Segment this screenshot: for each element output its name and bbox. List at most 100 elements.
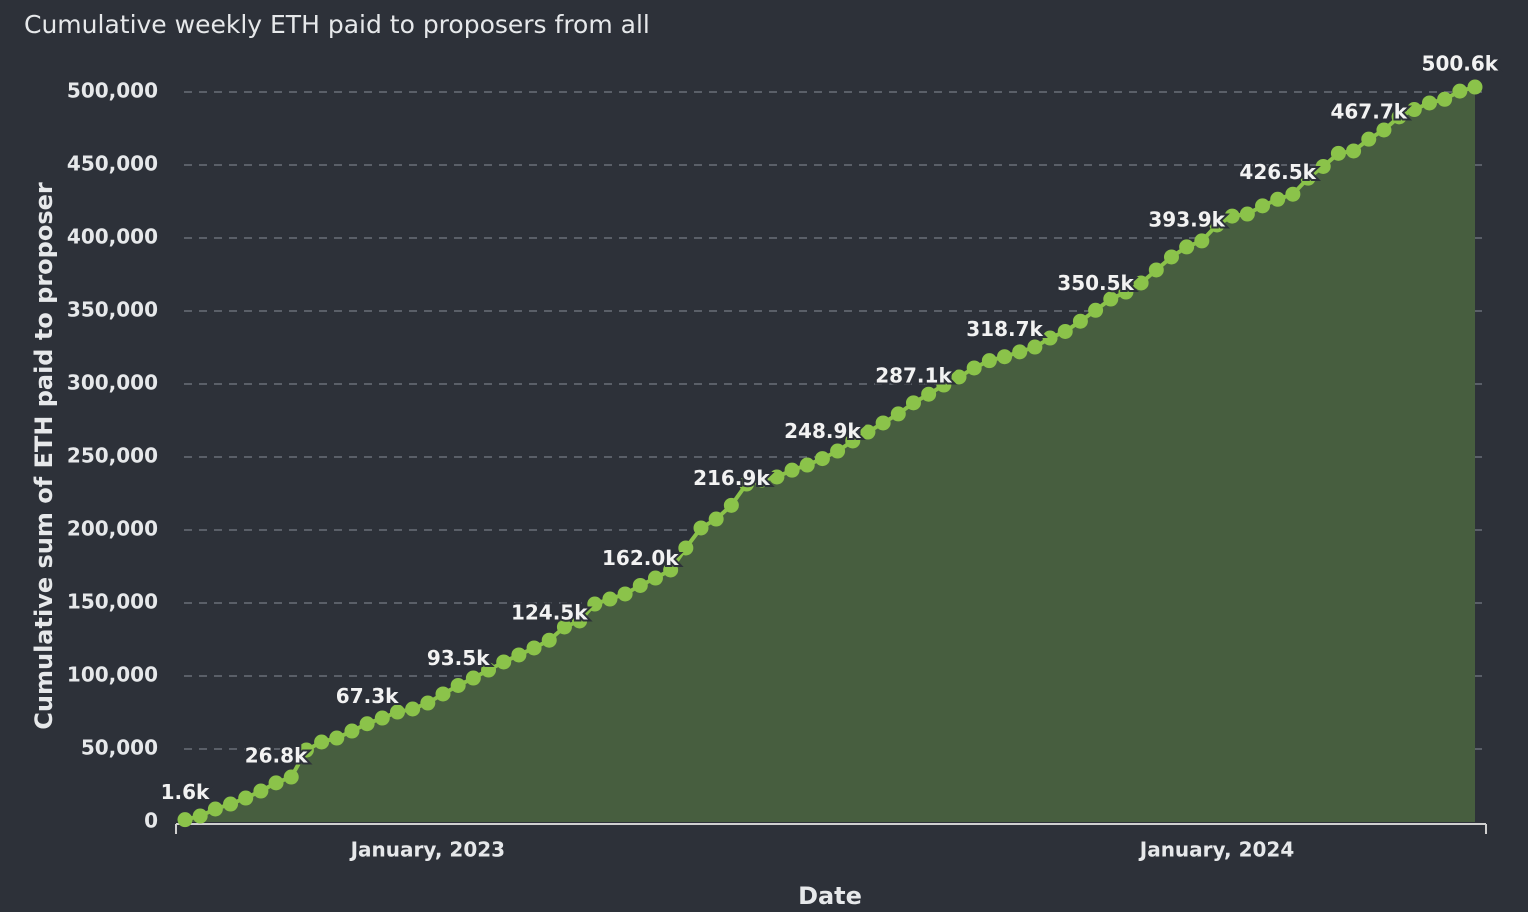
point bbox=[875, 415, 891, 431]
chart-title: Cumulative weekly ETH paid to proposers … bbox=[24, 10, 650, 39]
point bbox=[344, 723, 360, 739]
value-label: 500.6k bbox=[1422, 52, 1499, 76]
point bbox=[693, 520, 709, 536]
point bbox=[1133, 275, 1149, 291]
point bbox=[1255, 198, 1271, 214]
point bbox=[238, 790, 254, 806]
point bbox=[587, 596, 603, 612]
value-label: 393.9k bbox=[1148, 207, 1225, 231]
point bbox=[723, 497, 739, 513]
point bbox=[572, 613, 588, 629]
point bbox=[1209, 217, 1225, 233]
point bbox=[1027, 339, 1043, 355]
value-label: 67.3k bbox=[336, 684, 399, 708]
value-label: 248.9k bbox=[784, 419, 861, 443]
value-label: 26.8k bbox=[245, 743, 308, 767]
point bbox=[465, 670, 481, 686]
point bbox=[314, 734, 330, 750]
point bbox=[496, 654, 512, 670]
point bbox=[830, 443, 846, 459]
point bbox=[860, 424, 876, 440]
point bbox=[739, 476, 755, 492]
x-axis-label: Date bbox=[798, 882, 862, 910]
point bbox=[845, 433, 861, 449]
point bbox=[1194, 233, 1210, 249]
value-label: 318.7k bbox=[966, 317, 1043, 341]
point bbox=[1467, 79, 1483, 95]
point bbox=[541, 632, 557, 648]
point bbox=[253, 783, 269, 799]
point bbox=[389, 704, 405, 720]
point bbox=[663, 562, 679, 578]
point bbox=[359, 716, 375, 732]
value-label: 162.0k bbox=[602, 546, 679, 570]
point bbox=[1421, 95, 1437, 111]
point bbox=[374, 710, 390, 726]
value-label: 124.5k bbox=[511, 601, 588, 625]
value-label: 287.1k bbox=[875, 363, 952, 387]
point bbox=[1391, 109, 1407, 125]
point bbox=[1346, 143, 1362, 159]
y-axis-label: Cumulative sum of ETH paid to proposer bbox=[30, 182, 58, 730]
point bbox=[405, 701, 421, 717]
point bbox=[754, 472, 770, 488]
point bbox=[617, 586, 633, 602]
point bbox=[1224, 208, 1240, 224]
point bbox=[177, 812, 193, 828]
point bbox=[1270, 191, 1286, 207]
point bbox=[207, 801, 223, 817]
value-label: 93.5k bbox=[427, 646, 490, 670]
point bbox=[1406, 102, 1422, 118]
point bbox=[283, 769, 299, 785]
point bbox=[298, 742, 314, 758]
point bbox=[602, 591, 618, 607]
point bbox=[632, 577, 648, 593]
x-tick-label: January, 2023 bbox=[349, 838, 505, 862]
point bbox=[951, 369, 967, 385]
point bbox=[526, 640, 542, 656]
point bbox=[1376, 122, 1392, 138]
value-label: 426.5k bbox=[1239, 160, 1316, 184]
point bbox=[556, 619, 572, 635]
point bbox=[1330, 145, 1346, 161]
point bbox=[1285, 186, 1301, 202]
value-label: 1.6k bbox=[161, 780, 210, 804]
point bbox=[997, 349, 1013, 365]
point bbox=[678, 540, 694, 556]
point bbox=[420, 695, 436, 711]
point bbox=[1437, 91, 1453, 107]
y-tick-label: 250,000 bbox=[67, 444, 158, 468]
point bbox=[1452, 83, 1468, 99]
y-tick-label: 50,000 bbox=[81, 736, 158, 760]
y-tick-label: 500,000 bbox=[67, 79, 158, 103]
point bbox=[1042, 330, 1058, 346]
value-label: 350.5k bbox=[1057, 271, 1134, 295]
y-tick-label: 200,000 bbox=[67, 517, 158, 541]
point bbox=[936, 377, 952, 393]
point bbox=[799, 457, 815, 473]
point bbox=[1239, 206, 1255, 222]
y-tick-label: 100,000 bbox=[67, 663, 158, 687]
point bbox=[1361, 131, 1377, 147]
y-tick-label: 150,000 bbox=[67, 590, 158, 614]
point bbox=[329, 730, 345, 746]
point bbox=[1072, 313, 1088, 329]
point bbox=[1012, 344, 1028, 360]
point bbox=[435, 686, 451, 702]
point bbox=[921, 386, 937, 402]
point bbox=[450, 677, 466, 693]
point bbox=[1057, 323, 1073, 339]
point bbox=[511, 647, 527, 663]
point bbox=[981, 353, 997, 369]
point bbox=[890, 406, 906, 422]
point bbox=[905, 395, 921, 411]
point bbox=[769, 469, 785, 485]
point bbox=[1118, 284, 1134, 300]
point bbox=[708, 511, 724, 527]
point bbox=[784, 462, 800, 478]
y-tick-label: 300,000 bbox=[67, 371, 158, 395]
value-label: 467.7k bbox=[1330, 100, 1407, 124]
point bbox=[1179, 239, 1195, 255]
y-tick-label: 350,000 bbox=[67, 298, 158, 322]
